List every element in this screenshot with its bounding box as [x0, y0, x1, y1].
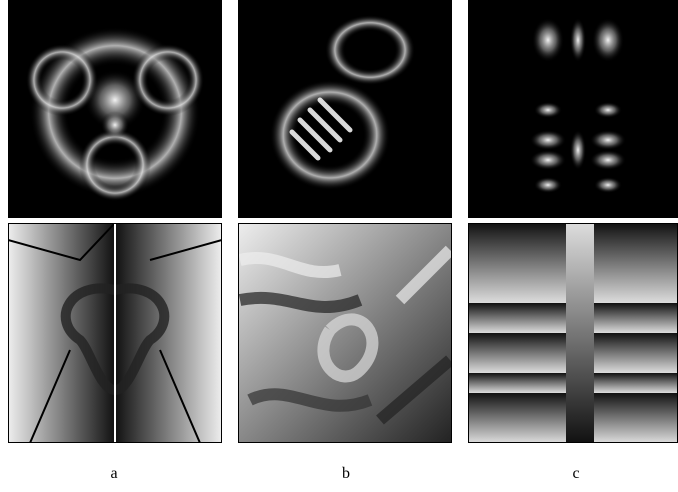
panel-b-bottom — [238, 223, 452, 443]
panel-b-top — [238, 0, 452, 218]
panel-label: b — [342, 465, 350, 482]
panel-a-bottom — [8, 223, 222, 443]
figure: a b c — [0, 0, 678, 487]
panel-c-top — [468, 0, 678, 218]
panel-c-bottom — [468, 223, 678, 443]
panel-label: c — [572, 465, 579, 482]
panel-a-top — [8, 0, 222, 218]
panel-label: a — [110, 465, 117, 482]
